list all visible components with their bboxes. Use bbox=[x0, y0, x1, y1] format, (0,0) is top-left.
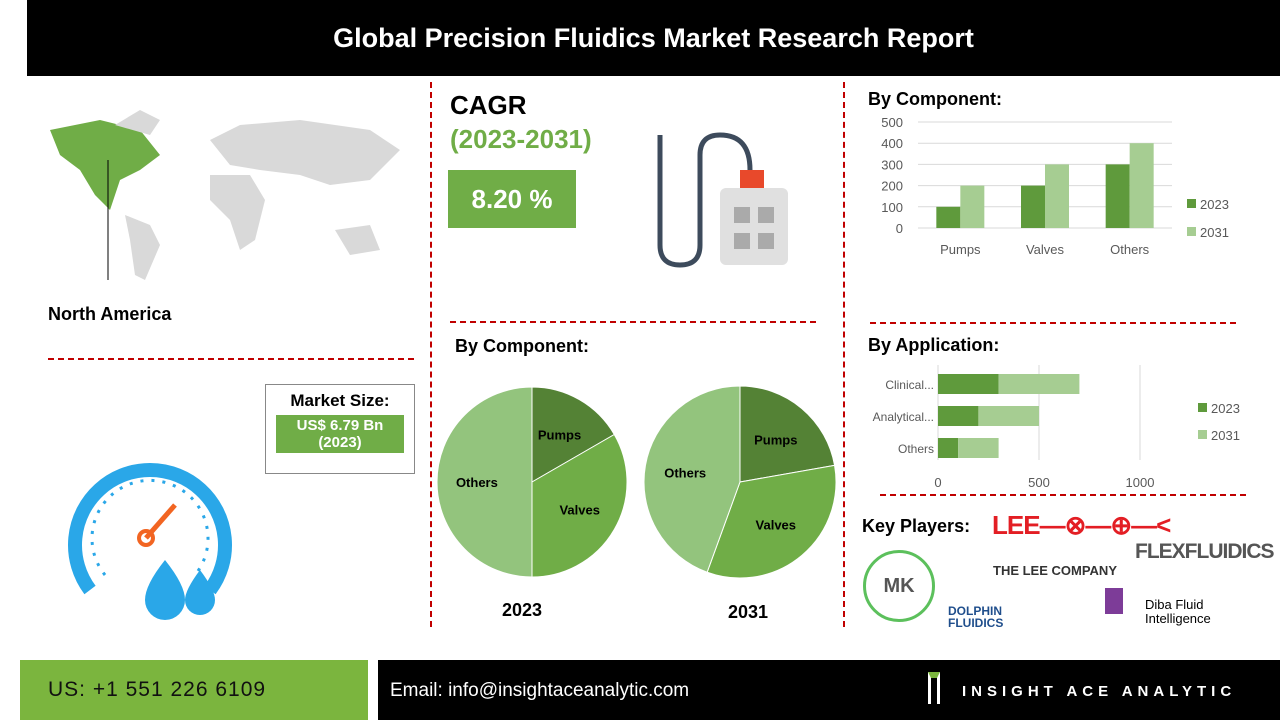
key-players-label: Key Players: bbox=[862, 516, 971, 536]
market-size-label: Market Size: bbox=[290, 391, 390, 410]
x-tick-label: Valves bbox=[1026, 242, 1065, 257]
logo-diba: Diba Fluid Intelligence bbox=[1145, 597, 1211, 626]
pie-slice-label: Others bbox=[664, 465, 706, 480]
market-size-value: US$ 6.79 Bn bbox=[296, 417, 384, 434]
divider bbox=[450, 321, 816, 323]
logo-lee-company: THE LEE COMPANY bbox=[993, 563, 1117, 578]
x-tick-label: 0 bbox=[934, 475, 941, 490]
bar-others-2031 bbox=[1129, 143, 1154, 228]
pie-slice-label: Valves bbox=[756, 518, 797, 533]
divider bbox=[843, 82, 845, 627]
pie-slice-others-2031 bbox=[643, 385, 741, 573]
bar-pumps-2031 bbox=[960, 185, 985, 228]
application-chart-title: By Application: bbox=[868, 335, 1000, 355]
logo-flexfluidics: FLEXFLUIDICS bbox=[1135, 540, 1274, 563]
bar-clinical-2023 bbox=[938, 374, 999, 394]
bar-others-2023 bbox=[1105, 164, 1130, 228]
bar-pumps-2023 bbox=[936, 206, 961, 228]
legend-swatch bbox=[1187, 199, 1196, 208]
north-america-region bbox=[50, 120, 160, 210]
y-tick-label: Others bbox=[898, 442, 934, 456]
y-tick-label: 0 bbox=[896, 221, 903, 236]
logo-dolphin-fluidics: DOLPHIN FLUIDICS bbox=[948, 604, 1004, 630]
bar-others-2031 bbox=[958, 438, 999, 458]
logo-lee-mark: LEE—⊗—⊕—< bbox=[992, 510, 1171, 540]
footer-brand: INSIGHT ACE ANALYTIC bbox=[962, 683, 1237, 700]
logo-mk: MK bbox=[863, 550, 935, 622]
pie-slice-pumps-2031 bbox=[739, 385, 836, 483]
fluidic-device-icon bbox=[657, 132, 788, 268]
bar-others-2023 bbox=[938, 438, 959, 458]
pie-slice-label: Valves bbox=[559, 503, 600, 518]
cagr-label: CAGR bbox=[450, 90, 527, 120]
component-chart-title: By Component: bbox=[868, 89, 1002, 109]
legend-label: 2031 bbox=[1200, 225, 1229, 240]
bar-clinical-2031 bbox=[998, 374, 1080, 394]
pie-slice-pumps-2023 bbox=[531, 386, 615, 483]
x-tick-label: Pumps bbox=[940, 242, 981, 257]
y-tick-label: 100 bbox=[881, 200, 903, 215]
region-label: North America bbox=[48, 304, 172, 324]
y-tick-label: 400 bbox=[881, 136, 903, 151]
bar-analytical-2023 bbox=[938, 406, 979, 426]
cagr-value: 8.20 % bbox=[448, 170, 576, 228]
divider bbox=[48, 358, 414, 360]
brand-logo-icon bbox=[928, 672, 940, 704]
pie-slice-others-2023 bbox=[436, 386, 533, 578]
y-tick-label: 300 bbox=[881, 157, 903, 172]
legend-label: 2031 bbox=[1211, 428, 1240, 443]
y-tick-label: 500 bbox=[881, 115, 903, 130]
pie-slice-valves-2031 bbox=[706, 464, 837, 579]
pie-label-2023: 2023 bbox=[502, 600, 543, 620]
y-tick-label: Clinical... bbox=[885, 378, 934, 392]
legend-swatch bbox=[1187, 227, 1196, 236]
legend-label: 2023 bbox=[1211, 401, 1240, 416]
divider bbox=[870, 322, 1236, 324]
component-bar-chart: 0 100 200 300 400 500 Pumps Valves Others 2023 203… bbox=[881, 115, 1229, 257]
divider bbox=[880, 494, 1246, 496]
pie-slice-valves-2023 bbox=[531, 433, 628, 578]
x-tick-label: 500 bbox=[1028, 475, 1050, 490]
pie-charts: Pumps Valves Others Pumps Valves Others bbox=[436, 385, 837, 579]
bar-analytical-2031 bbox=[978, 406, 1039, 426]
x-tick-label: 1000 bbox=[1126, 475, 1155, 490]
bar-valves-2031 bbox=[1045, 164, 1069, 228]
pie-label-2031: 2031 bbox=[728, 602, 769, 622]
legend-swatch bbox=[1198, 403, 1207, 412]
report-title: Global Precision Fluidics Market Researc… bbox=[27, 0, 1280, 76]
pie-slice-label: Pumps bbox=[754, 432, 797, 447]
bar-valves-2023 bbox=[1021, 185, 1045, 228]
legend-swatch bbox=[1198, 430, 1207, 439]
x-tick-label: Others bbox=[1110, 242, 1150, 257]
world-map bbox=[50, 110, 400, 280]
footer-email[interactable]: Email: info@insightaceanalytic.com bbox=[390, 680, 690, 701]
market-size-box: Market Size: US$ 6.79 Bn (2023) bbox=[265, 384, 415, 474]
y-tick-label: Analytical... bbox=[873, 410, 934, 424]
footer-phone[interactable]: US: +1 551 226 6109 bbox=[20, 660, 368, 720]
divider bbox=[430, 82, 432, 627]
gauge-droplet-icon bbox=[68, 463, 232, 620]
y-tick-label: 200 bbox=[881, 179, 903, 194]
cagr-period: (2023-2031) bbox=[450, 124, 592, 154]
application-bar-chart: 0 500 1000 Clinical... Analytical... Others 20… bbox=[873, 365, 1240, 490]
legend-label: 2023 bbox=[1200, 197, 1229, 212]
market-size-year: (2023) bbox=[318, 434, 362, 451]
pie-slice-label: Pumps bbox=[538, 427, 581, 442]
pie-title: By Component: bbox=[455, 336, 589, 356]
logo-diba-mark bbox=[1105, 588, 1123, 614]
pie-slice-label: Others bbox=[456, 475, 498, 490]
